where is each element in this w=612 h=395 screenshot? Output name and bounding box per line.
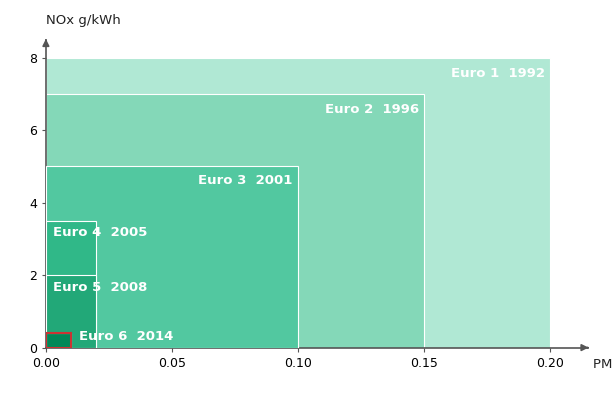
Text: PM g/kWh: PM g/kWh <box>593 358 612 371</box>
Bar <box>46 333 71 348</box>
Bar <box>46 333 71 348</box>
Text: Euro 4  2005: Euro 4 2005 <box>53 226 148 239</box>
Bar <box>46 94 424 348</box>
Bar <box>46 221 96 348</box>
Text: Euro 5  2008: Euro 5 2008 <box>53 280 148 293</box>
Bar <box>46 275 96 348</box>
Text: Euro 3  2001: Euro 3 2001 <box>198 174 293 186</box>
Text: Euro 2  1996: Euro 2 1996 <box>324 103 419 116</box>
Text: NOx g/kWh: NOx g/kWh <box>46 14 121 27</box>
Bar <box>46 166 298 348</box>
Text: Euro 1  1992: Euro 1 1992 <box>450 67 545 80</box>
Text: Euro 6  2014: Euro 6 2014 <box>79 329 173 342</box>
